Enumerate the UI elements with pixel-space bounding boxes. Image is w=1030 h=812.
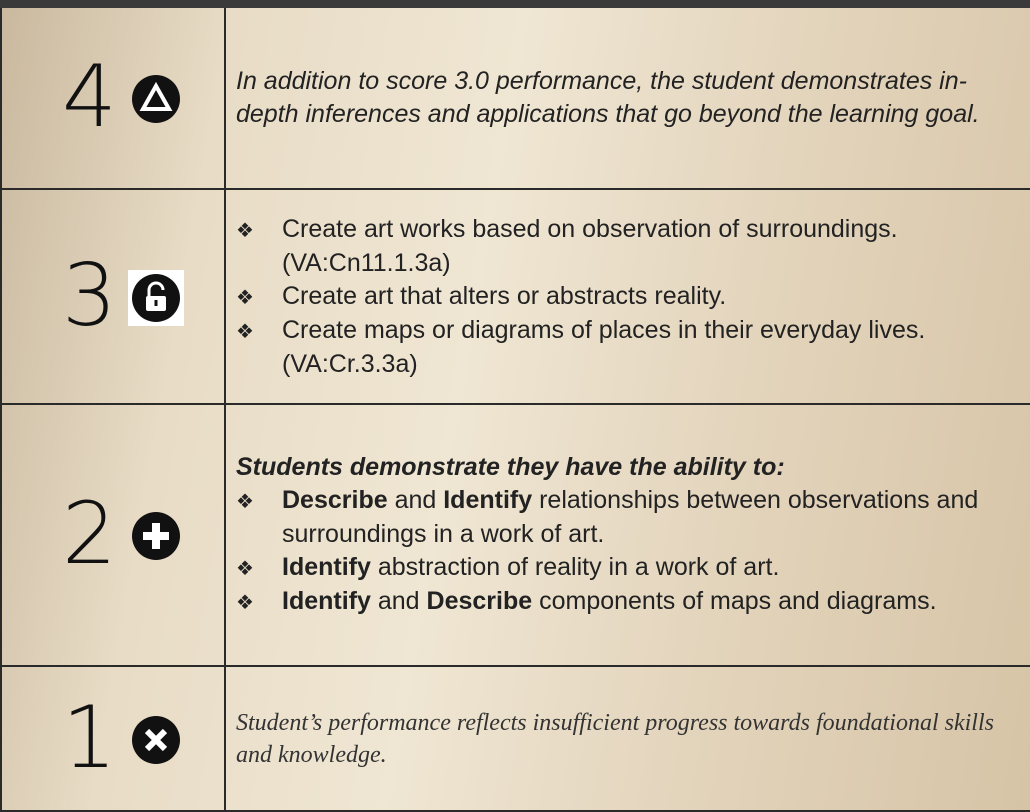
score-cell: 4	[0, 8, 226, 188]
bullet-item: Describe and Identify relationships betw…	[236, 484, 1022, 551]
rubric-row: 3 Create art works based on observation o…	[0, 190, 1030, 405]
rubric-row: 2 Students demonstrate they have the abil…	[0, 405, 1030, 667]
score-icon	[132, 512, 180, 560]
rubric-row: 4 In addition to score 3.0 performance, t…	[0, 8, 1030, 190]
item-text: Identify	[282, 587, 371, 615]
item-text: Identify	[282, 553, 371, 581]
score-number: 1	[62, 687, 117, 788]
bullet-item: Create art works based on observation of…	[236, 213, 1022, 280]
bullet-list: Create art works based on observation of…	[236, 213, 1022, 381]
score-icon	[128, 269, 184, 326]
description-cell: Create art works based on observation of…	[236, 190, 1022, 403]
score-icon	[132, 715, 180, 764]
description-cell: Student’s performance reflects insuffici…	[236, 667, 1022, 810]
item-text: Describe	[426, 587, 533, 615]
item-text: and	[370, 587, 427, 615]
score-number: 4	[62, 47, 117, 147]
item-text: abstraction of reality in a work of art.	[370, 553, 780, 581]
lead-text: Students demonstrate they have the abili…	[236, 453, 785, 481]
description-cell: Students demonstrate they have the abili…	[236, 405, 1022, 665]
bullet-item: Identify abstraction of reality in a wor…	[236, 551, 1022, 585]
score-cell: 3	[0, 190, 226, 403]
item-text: Create art that alters or abstracts real…	[282, 281, 727, 310]
item-text: relationships between observations and s…	[282, 486, 979, 548]
bullet-list: Describe and Identify relationships betw…	[236, 484, 1022, 619]
description: Student’s performance reflects insuffici…	[236, 709, 994, 768]
score-icon	[132, 75, 180, 123]
score-cell: 2	[0, 405, 226, 665]
item-text: Create maps or diagrams of places in the…	[282, 315, 926, 378]
item-text: and	[387, 486, 444, 514]
item-text: components of maps and diagrams.	[532, 587, 937, 615]
item-text: Describe	[282, 486, 388, 514]
score-cell: 1	[0, 667, 226, 810]
score-number: 2	[62, 484, 117, 584]
header-bar	[0, 0, 1030, 8]
description: In addition to score 3.0 performance, th…	[236, 67, 980, 128]
score-number: 3	[62, 245, 117, 346]
item-text: Create art works based on observation of…	[282, 214, 898, 277]
bullet-item: Create maps or diagrams of places in the…	[236, 314, 1022, 381]
bullet-item: Create art that alters or abstracts real…	[236, 280, 1022, 314]
bullet-item: Identify and Describe components of maps…	[236, 585, 1022, 619]
rubric-row: 1 Student’s performance reflects insuffic…	[0, 667, 1030, 812]
description-cell: In addition to score 3.0 performance, th…	[236, 8, 1022, 188]
item-text: Identify	[443, 486, 533, 514]
